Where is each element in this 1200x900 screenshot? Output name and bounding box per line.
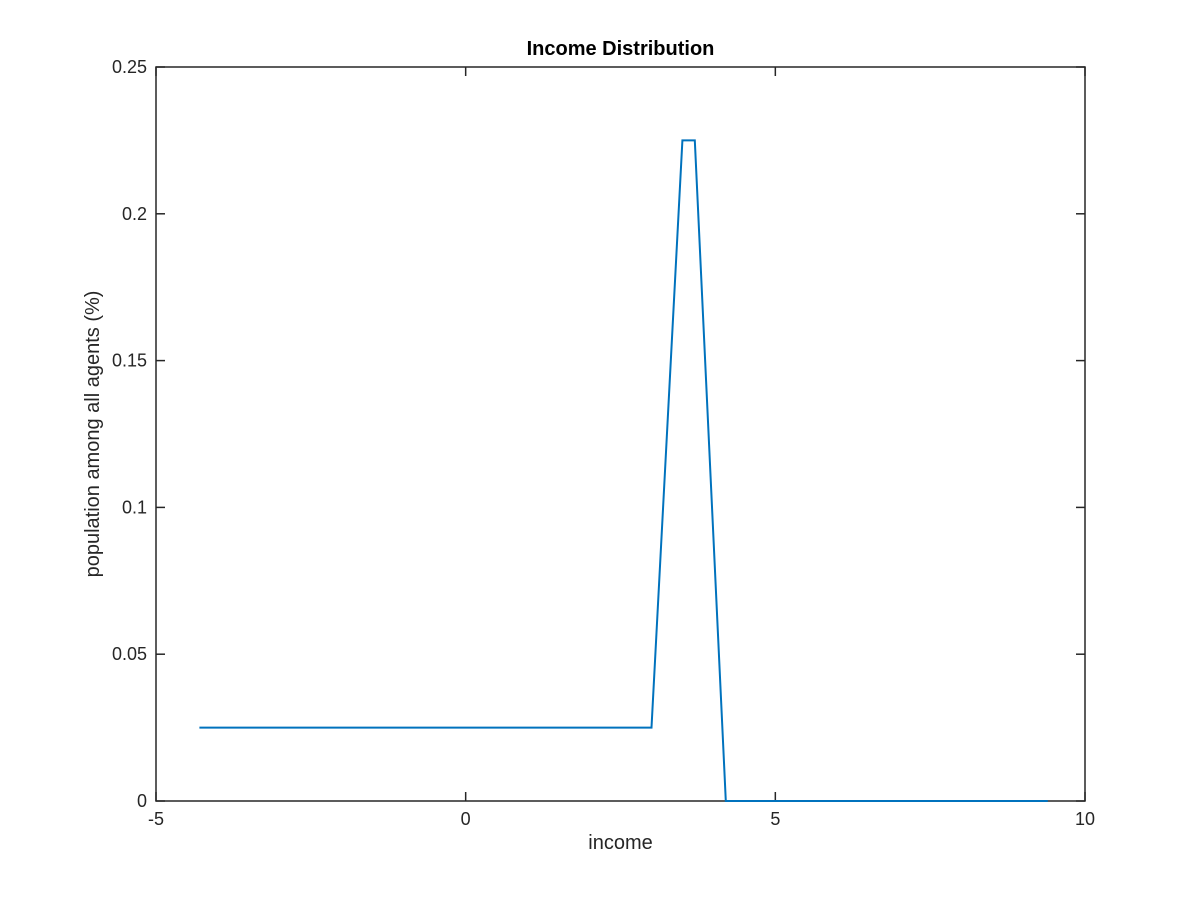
ticks [155,66,1086,802]
y-tick-labels: 0 0.05 0.1 0.15 0.2 0.25 [112,57,147,811]
x-tick-labels: -5 0 5 10 [148,809,1095,829]
y-tick-label: 0.05 [112,644,147,664]
chart-title: Income Distribution [527,38,715,60]
y-tick-label: 0.2 [122,204,147,224]
x-axis-label: income [588,832,652,854]
x-tick-label: -5 [148,809,164,829]
y-tick-label: 0.1 [122,497,147,517]
x-tick-label: 10 [1075,809,1095,829]
x-tick-label: 5 [770,809,780,829]
x-tick-label: 0 [461,809,471,829]
y-tick-label: 0 [137,791,147,811]
y-axis-label: population among all agents (%) [82,291,104,578]
y-tick-label: 0.15 [112,351,147,371]
axes-box [155,66,1086,802]
series-group [199,139,1048,802]
series-line [199,139,1048,802]
y-tick-label: 0.25 [112,57,147,77]
